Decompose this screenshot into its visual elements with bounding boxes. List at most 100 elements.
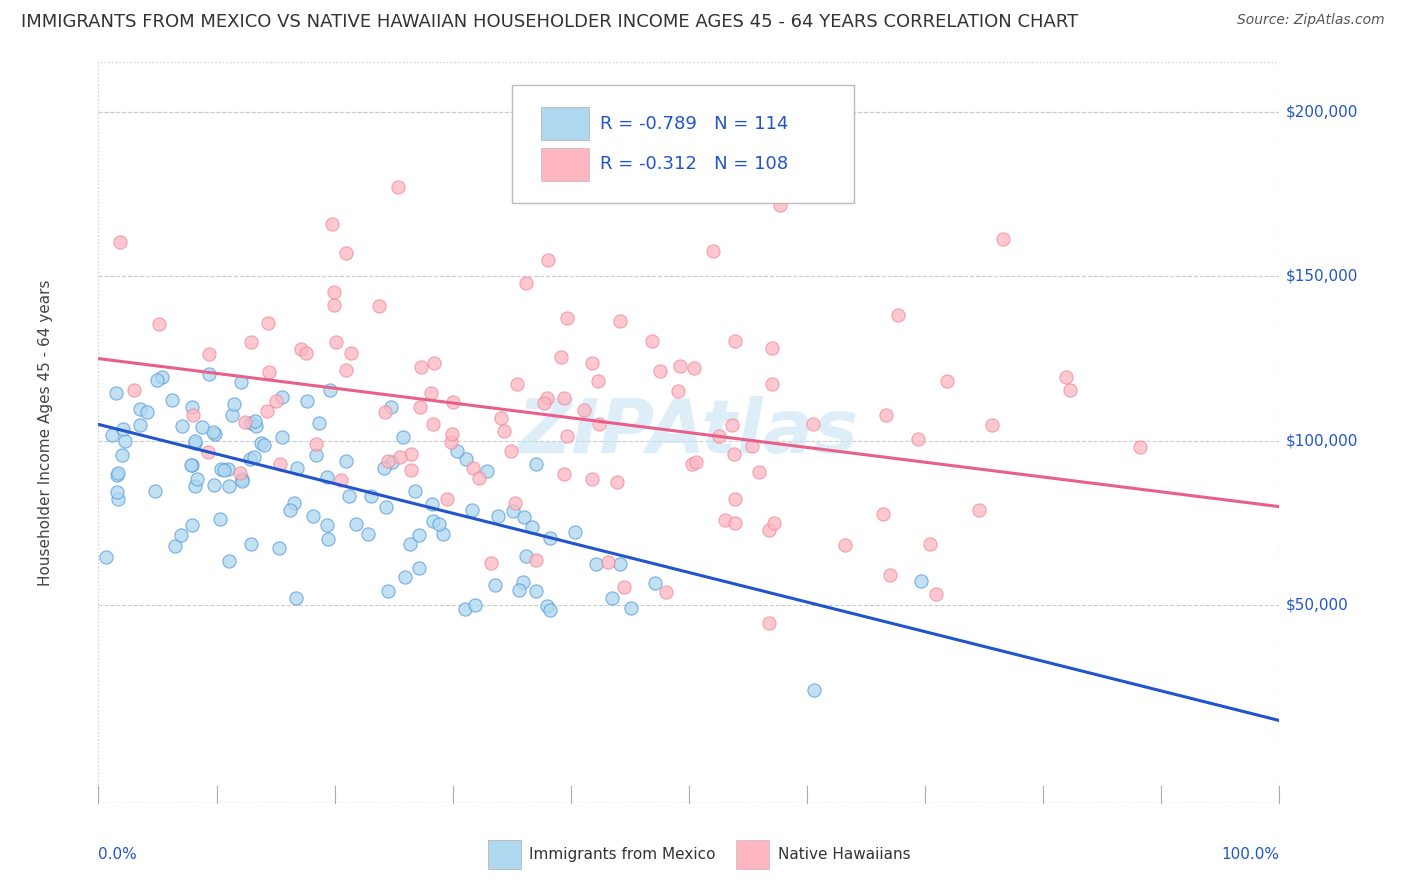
Point — [204, 426, 226, 441]
Point — [295, 346, 318, 360]
Point — [758, 523, 780, 537]
Point — [290, 342, 312, 356]
Point — [555, 311, 578, 326]
Point — [135, 404, 157, 418]
Point — [337, 489, 360, 503]
Point — [461, 503, 484, 517]
Point — [803, 682, 825, 697]
Point — [596, 555, 619, 569]
Point — [506, 376, 529, 391]
Point — [321, 217, 343, 231]
Point — [550, 351, 572, 365]
Text: $150,000: $150,000 — [1285, 268, 1358, 284]
Point — [218, 479, 240, 493]
Point — [761, 342, 783, 356]
Point — [408, 528, 430, 542]
Point — [464, 598, 486, 612]
Point — [108, 235, 131, 249]
Point — [315, 469, 337, 483]
Point — [404, 484, 426, 499]
Point — [641, 334, 664, 348]
Point — [875, 409, 897, 423]
Point — [508, 582, 530, 597]
Point — [685, 455, 707, 469]
Point — [197, 367, 219, 381]
Point — [335, 453, 357, 467]
Point — [305, 448, 328, 462]
Point — [243, 450, 266, 464]
Point — [538, 603, 561, 617]
Point — [394, 569, 416, 583]
Point — [512, 574, 534, 589]
Point — [724, 516, 747, 530]
Point — [721, 417, 744, 432]
Point — [907, 432, 929, 446]
Point — [411, 360, 433, 375]
Point — [191, 420, 214, 434]
Bar — [541, 107, 589, 140]
Point — [564, 525, 586, 540]
Bar — [488, 840, 522, 870]
Point — [644, 576, 666, 591]
Point — [620, 601, 643, 615]
Point — [180, 400, 202, 414]
Point — [111, 422, 134, 436]
Point — [491, 411, 513, 425]
Text: $50,000: $50,000 — [1285, 598, 1348, 613]
Point — [357, 526, 380, 541]
Point — [335, 363, 357, 377]
Bar — [541, 147, 589, 181]
Point — [423, 356, 446, 370]
Point — [492, 424, 515, 438]
Point — [441, 395, 464, 409]
Point — [377, 454, 399, 468]
Point — [709, 429, 731, 443]
Point — [202, 478, 225, 492]
Point — [758, 616, 780, 631]
Point — [441, 426, 464, 441]
Point — [245, 414, 267, 428]
Point — [318, 383, 340, 397]
Point — [537, 252, 560, 267]
Point — [524, 553, 547, 567]
Point — [170, 528, 193, 542]
Point — [198, 346, 221, 360]
Point — [503, 496, 526, 510]
Point — [235, 415, 257, 429]
Point — [269, 457, 291, 471]
Point — [555, 429, 578, 443]
Point — [479, 557, 502, 571]
Point — [409, 400, 432, 414]
Point — [422, 514, 444, 528]
Point — [197, 444, 219, 458]
Point — [398, 537, 420, 551]
Point — [259, 365, 281, 379]
Point — [967, 503, 990, 517]
Point — [981, 417, 1004, 432]
Point — [654, 584, 676, 599]
Point — [316, 533, 339, 547]
Point — [231, 474, 253, 488]
Point — [522, 520, 544, 534]
Point — [1059, 383, 1081, 397]
Point — [228, 466, 250, 480]
Point — [724, 334, 747, 349]
Point — [217, 461, 239, 475]
Point — [925, 587, 948, 601]
Point — [150, 370, 173, 384]
Point — [920, 536, 942, 550]
Point — [101, 428, 124, 442]
Point — [183, 435, 205, 450]
Point — [609, 557, 631, 571]
Point — [387, 179, 409, 194]
Point — [330, 473, 353, 487]
Point — [502, 504, 524, 518]
Point — [184, 479, 207, 493]
Text: 0.0%: 0.0% — [98, 847, 138, 863]
Point — [375, 500, 398, 514]
Point — [368, 299, 391, 313]
Point — [129, 401, 152, 416]
Point — [741, 439, 763, 453]
Point — [315, 517, 337, 532]
Point — [323, 285, 346, 300]
